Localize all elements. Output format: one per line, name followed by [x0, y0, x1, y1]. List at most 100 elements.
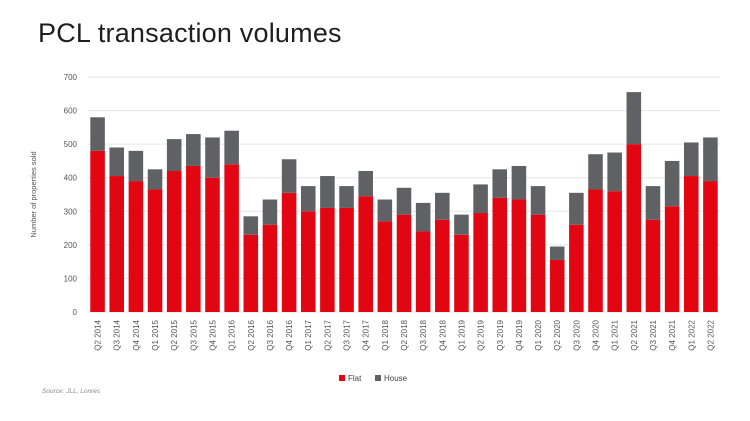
bar-flat-q3-2017 [339, 207, 354, 312]
bar-house-q2-2021 [626, 92, 642, 145]
bar-house-q3-2019 [492, 169, 508, 198]
x-tick-label: Q3 2015 [189, 319, 198, 350]
x-tick-label: Q2 2014 [94, 319, 103, 350]
x-tick-label: Q1 2016 [228, 319, 237, 350]
bar-house-q4-2020 [588, 154, 603, 190]
bar-house-q4-2021 [664, 160, 680, 207]
bar-flat-q2-2019 [473, 212, 488, 312]
bar-flat-q3-2014 [109, 176, 125, 312]
x-tick-label: Q3 2021 [649, 319, 658, 350]
bar-house-q2-2015 [166, 139, 182, 171]
x-tick-label: Q2 2015 [170, 319, 179, 350]
bar-flat-q2-2021 [626, 144, 642, 312]
bar-house-q4-2014 [128, 150, 144, 182]
bar-house-q1-2016 [224, 130, 239, 165]
bar-house-q3-2021 [645, 186, 661, 220]
legend-label-flat: Flat [348, 374, 362, 383]
bar-flat-q1-2015 [147, 189, 163, 312]
bar-flat-q4-2017 [358, 196, 373, 312]
bar-flat-q2-2020 [549, 259, 565, 312]
bar-flat-q2-2016 [243, 234, 259, 312]
legend-swatch-flat [339, 375, 345, 381]
bar-flat-q4-2014 [128, 181, 144, 312]
bar-house-q4-2018 [435, 192, 450, 220]
bar-flat-q3-2016 [262, 224, 278, 312]
x-tick-label: Q2 2022 [706, 319, 715, 350]
legend: Flat House [339, 374, 408, 383]
x-tick-label: Q2 2018 [400, 319, 409, 350]
source-note: Source: JLL, Lonres [42, 388, 101, 395]
bar-house-q2-2020 [549, 246, 565, 260]
x-tick-label: Q3 2016 [266, 319, 275, 350]
bar-flat-q1-2021 [607, 191, 622, 312]
x-tick-label: Q3 2019 [496, 319, 505, 350]
bar-house-q1-2022 [683, 142, 699, 177]
x-tick-label: Q2 2021 [630, 319, 639, 350]
x-tick-label: Q4 2021 [668, 319, 677, 350]
bar-flat-q4-2015 [205, 177, 220, 312]
x-tick-label: Q4 2018 [438, 319, 447, 350]
bar-house-q2-2019 [473, 184, 488, 213]
bar-flat-q3-2019 [492, 197, 508, 312]
bar-house-q2-2014 [90, 117, 105, 151]
bar-flat-q2-2017 [320, 207, 335, 312]
x-tick-label: Q1 2020 [534, 319, 543, 350]
x-axis-ticks: Q2 2014 Q3 2014 Q4 2014 Q1 2015 Q2 2015 Q3 20… [94, 319, 716, 350]
bar-house-q1-2021 [607, 152, 622, 192]
bar-flat-q4-2016 [281, 192, 297, 312]
x-tick-label: Q1 2022 [687, 319, 696, 350]
y-tick-label: 600 [64, 107, 78, 116]
legend-label-house: House [384, 374, 408, 383]
bar-house-q2-2018 [396, 187, 412, 215]
chart-title: PCL transaction volumes [38, 18, 342, 48]
bar-house-q4-2015 [205, 137, 220, 178]
x-tick-label: Q4 2020 [592, 319, 601, 350]
x-tick-label: Q4 2016 [285, 319, 294, 350]
bar-house-q3-2016 [262, 199, 278, 225]
bar-flat-q2-2014 [90, 150, 105, 312]
x-tick-label: Q2 2017 [323, 319, 332, 350]
bar-flat-q3-2020 [569, 224, 584, 312]
bar-flat-q2-2022 [703, 181, 718, 312]
bar-flat-q2-2015 [166, 171, 182, 312]
bar-flat-q1-2018 [377, 221, 393, 312]
bar-house-q3-2018 [415, 202, 431, 232]
bar-house-q3-2014 [109, 147, 125, 177]
bar-flat-q4-2019 [511, 199, 527, 312]
bar-flat-q3-2018 [415, 231, 431, 312]
bar-house-q2-2022 [703, 137, 718, 182]
bar-house-q2-2017 [320, 176, 335, 208]
y-tick-label: 500 [64, 140, 78, 149]
bar-flat-q1-2020 [530, 214, 546, 312]
x-tick-label: Q4 2017 [362, 319, 371, 350]
bar-house-q1-2020 [530, 186, 546, 215]
bar-flat-q1-2016 [224, 164, 239, 312]
x-tick-label: Q2 2016 [247, 319, 256, 350]
y-tick-label: 400 [64, 174, 78, 183]
x-tick-label: Q1 2015 [151, 319, 160, 350]
x-tick-label: Q4 2015 [208, 319, 217, 350]
y-axis-ticks: 0 100 200 300 400 500 600 700 [64, 73, 78, 317]
y-tick-label: 100 [64, 274, 78, 283]
y-tick-label: 700 [64, 73, 78, 82]
bar-flat-q3-2015 [186, 165, 201, 312]
bar-house-q3-2015 [186, 134, 201, 166]
bar-house-q1-2019 [454, 214, 469, 235]
bar-flat-q1-2022 [683, 176, 699, 312]
bar-flat-q4-2021 [664, 206, 680, 312]
bar-house-q1-2018 [377, 199, 393, 222]
x-tick-label: Q1 2017 [304, 319, 313, 350]
x-tick-label: Q3 2014 [113, 319, 122, 350]
bar-flat-q3-2021 [645, 219, 661, 312]
bar-house-q3-2020 [569, 192, 584, 225]
bar-house-q4-2019 [511, 165, 527, 200]
y-tick-label: 300 [64, 207, 78, 216]
bars [90, 92, 718, 312]
x-tick-label: Q2 2020 [553, 319, 562, 350]
bar-flat-q4-2018 [435, 219, 450, 312]
bar-house-q4-2017 [358, 171, 373, 197]
x-tick-label: Q1 2019 [457, 319, 466, 350]
bar-house-q3-2017 [339, 186, 354, 208]
bar-house-q1-2015 [147, 169, 163, 190]
bar-house-q2-2016 [243, 216, 259, 235]
